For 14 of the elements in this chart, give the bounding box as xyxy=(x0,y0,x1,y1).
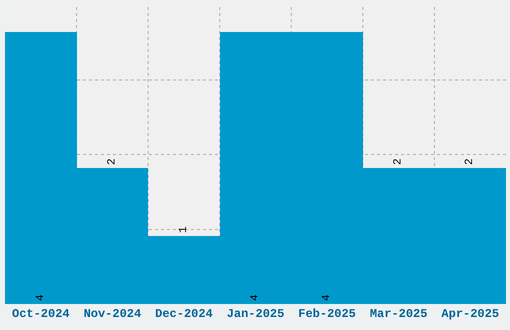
x-tick-label: Nov-2024 xyxy=(84,307,142,321)
data-label: 4 xyxy=(35,294,47,301)
data-label: 1 xyxy=(178,226,190,233)
data-label: 2 xyxy=(106,158,118,165)
x-tick-label: Apr-2025 xyxy=(441,307,500,321)
x-tick-label: Dec-2024 xyxy=(155,307,213,321)
x-tick-label: Feb-2025 xyxy=(298,307,356,321)
x-tick-label: Mar-2025 xyxy=(370,307,428,321)
data-label: 2 xyxy=(392,158,404,165)
data-label: 4 xyxy=(250,294,262,301)
x-tick-label: Oct-2024 xyxy=(12,307,70,321)
data-label: 2 xyxy=(464,158,476,165)
data-label: 4 xyxy=(321,294,333,301)
x-tick-label: Jan-2025 xyxy=(226,307,284,321)
